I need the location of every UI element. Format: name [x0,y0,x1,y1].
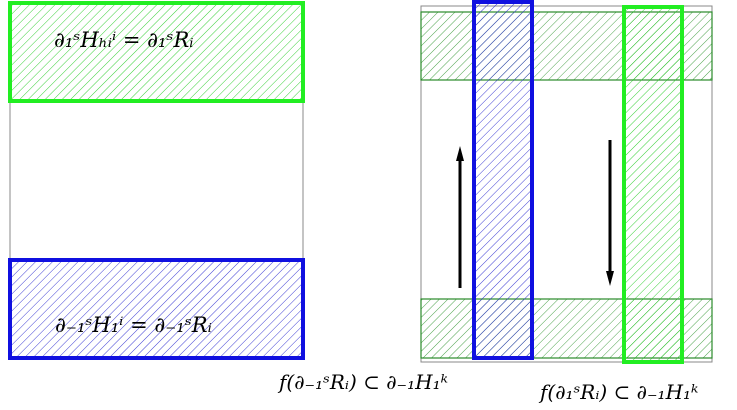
caption-blue-image: f(∂₋₁ˢRᵢ) ⊂ ∂₋₁H₁ᵏ [279,370,448,394]
vertical-green-strip [622,5,684,364]
top-green-strip [8,1,305,103]
caption-green-image: f(∂₁ˢRᵢ) ⊂ ∂₋₁H₁ᵏ [540,380,699,404]
left-rectangle-diagram [8,1,305,360]
top-strip-label: ∂₁ˢHₕᵢⁱ = ∂₁ˢRᵢ [54,28,194,52]
down-arrow [606,140,614,286]
vertical-blue-strip [472,0,534,360]
right-rectangle-diagram [420,0,713,364]
right-outline [420,5,713,363]
bottom-blue-strip [8,258,305,360]
bottom-strip-label: ∂₋₁ˢH₁ⁱ = ∂₋₁ˢRᵢ [55,313,212,337]
up-arrow [456,146,464,288]
